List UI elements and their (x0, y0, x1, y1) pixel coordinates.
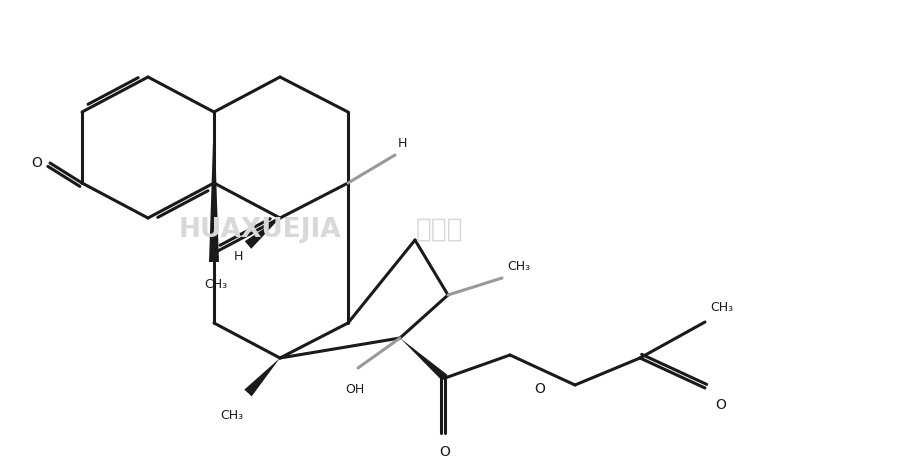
Text: CH₃: CH₃ (220, 409, 243, 422)
Polygon shape (244, 358, 280, 396)
Text: O: O (715, 398, 726, 412)
Text: O: O (440, 445, 450, 459)
Polygon shape (209, 112, 219, 262)
Text: OH: OH (346, 383, 365, 396)
Text: O: O (31, 156, 42, 170)
Text: CH₃: CH₃ (205, 278, 228, 291)
Text: H: H (398, 137, 408, 150)
Text: HUAXUEJIA: HUAXUEJIA (178, 217, 341, 243)
Text: H: H (234, 250, 243, 263)
Polygon shape (400, 338, 448, 381)
Polygon shape (245, 218, 280, 249)
Text: CH₃: CH₃ (710, 301, 733, 314)
Text: 化学加: 化学加 (416, 217, 464, 243)
Text: O: O (534, 382, 545, 396)
Text: CH₃: CH₃ (507, 260, 531, 273)
